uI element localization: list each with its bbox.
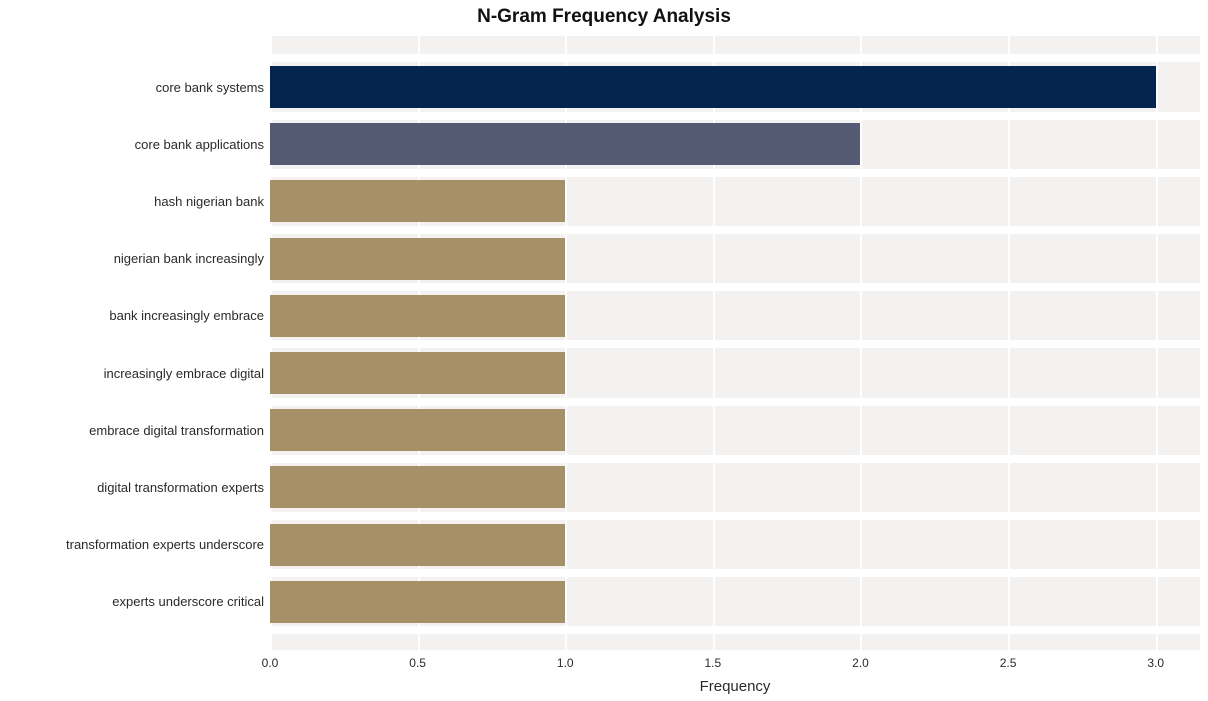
chart-title: N-Gram Frequency Analysis [0, 6, 1208, 28]
row-gap [270, 226, 1200, 234]
grid-line [1008, 36, 1010, 650]
row-gap [270, 455, 1200, 463]
x-tick-label: 1.0 [557, 656, 574, 670]
plot-area [270, 36, 1200, 650]
row-gap [270, 512, 1200, 520]
grid-line [1156, 36, 1158, 650]
bar [270, 581, 565, 623]
x-tick-label: 0.0 [262, 656, 279, 670]
x-tick-label: 3.0 [1147, 656, 1164, 670]
row-gap [270, 626, 1200, 634]
bar [270, 123, 860, 165]
bar [270, 66, 1156, 108]
x-axis-label: Frequency [270, 678, 1200, 695]
row-gap [270, 169, 1200, 177]
row-gap [270, 569, 1200, 577]
x-tick-label: 1.5 [705, 656, 722, 670]
row-gap [270, 54, 1200, 62]
y-tick-label: transformation experts underscore [66, 537, 264, 552]
row-gap [270, 112, 1200, 120]
bar [270, 352, 565, 394]
y-tick-label: core bank applications [135, 137, 264, 152]
x-tick-label: 0.5 [409, 656, 426, 670]
bar [270, 524, 565, 566]
x-tick-label: 2.0 [852, 656, 869, 670]
bar [270, 295, 565, 337]
y-tick-label: increasingly embrace digital [104, 366, 264, 381]
y-tick-label: nigerian bank increasingly [114, 251, 264, 266]
row-gap [270, 340, 1200, 348]
y-tick-label: bank increasingly embrace [109, 308, 264, 323]
y-tick-label: core bank systems [156, 80, 264, 95]
y-tick-label: hash nigerian bank [154, 194, 264, 209]
x-tick-label: 2.5 [1000, 656, 1017, 670]
row-gap [270, 398, 1200, 406]
y-tick-label: experts underscore critical [112, 594, 264, 609]
bar [270, 180, 565, 222]
bar [270, 409, 565, 451]
grid-line [860, 36, 862, 650]
bar [270, 238, 565, 280]
y-tick-label: digital transformation experts [97, 480, 264, 495]
y-tick-label: embrace digital transformation [89, 423, 264, 438]
bar [270, 466, 565, 508]
ngram-frequency-chart: N-Gram Frequency Analysis core bank syst… [0, 0, 1208, 701]
row-gap [270, 283, 1200, 291]
